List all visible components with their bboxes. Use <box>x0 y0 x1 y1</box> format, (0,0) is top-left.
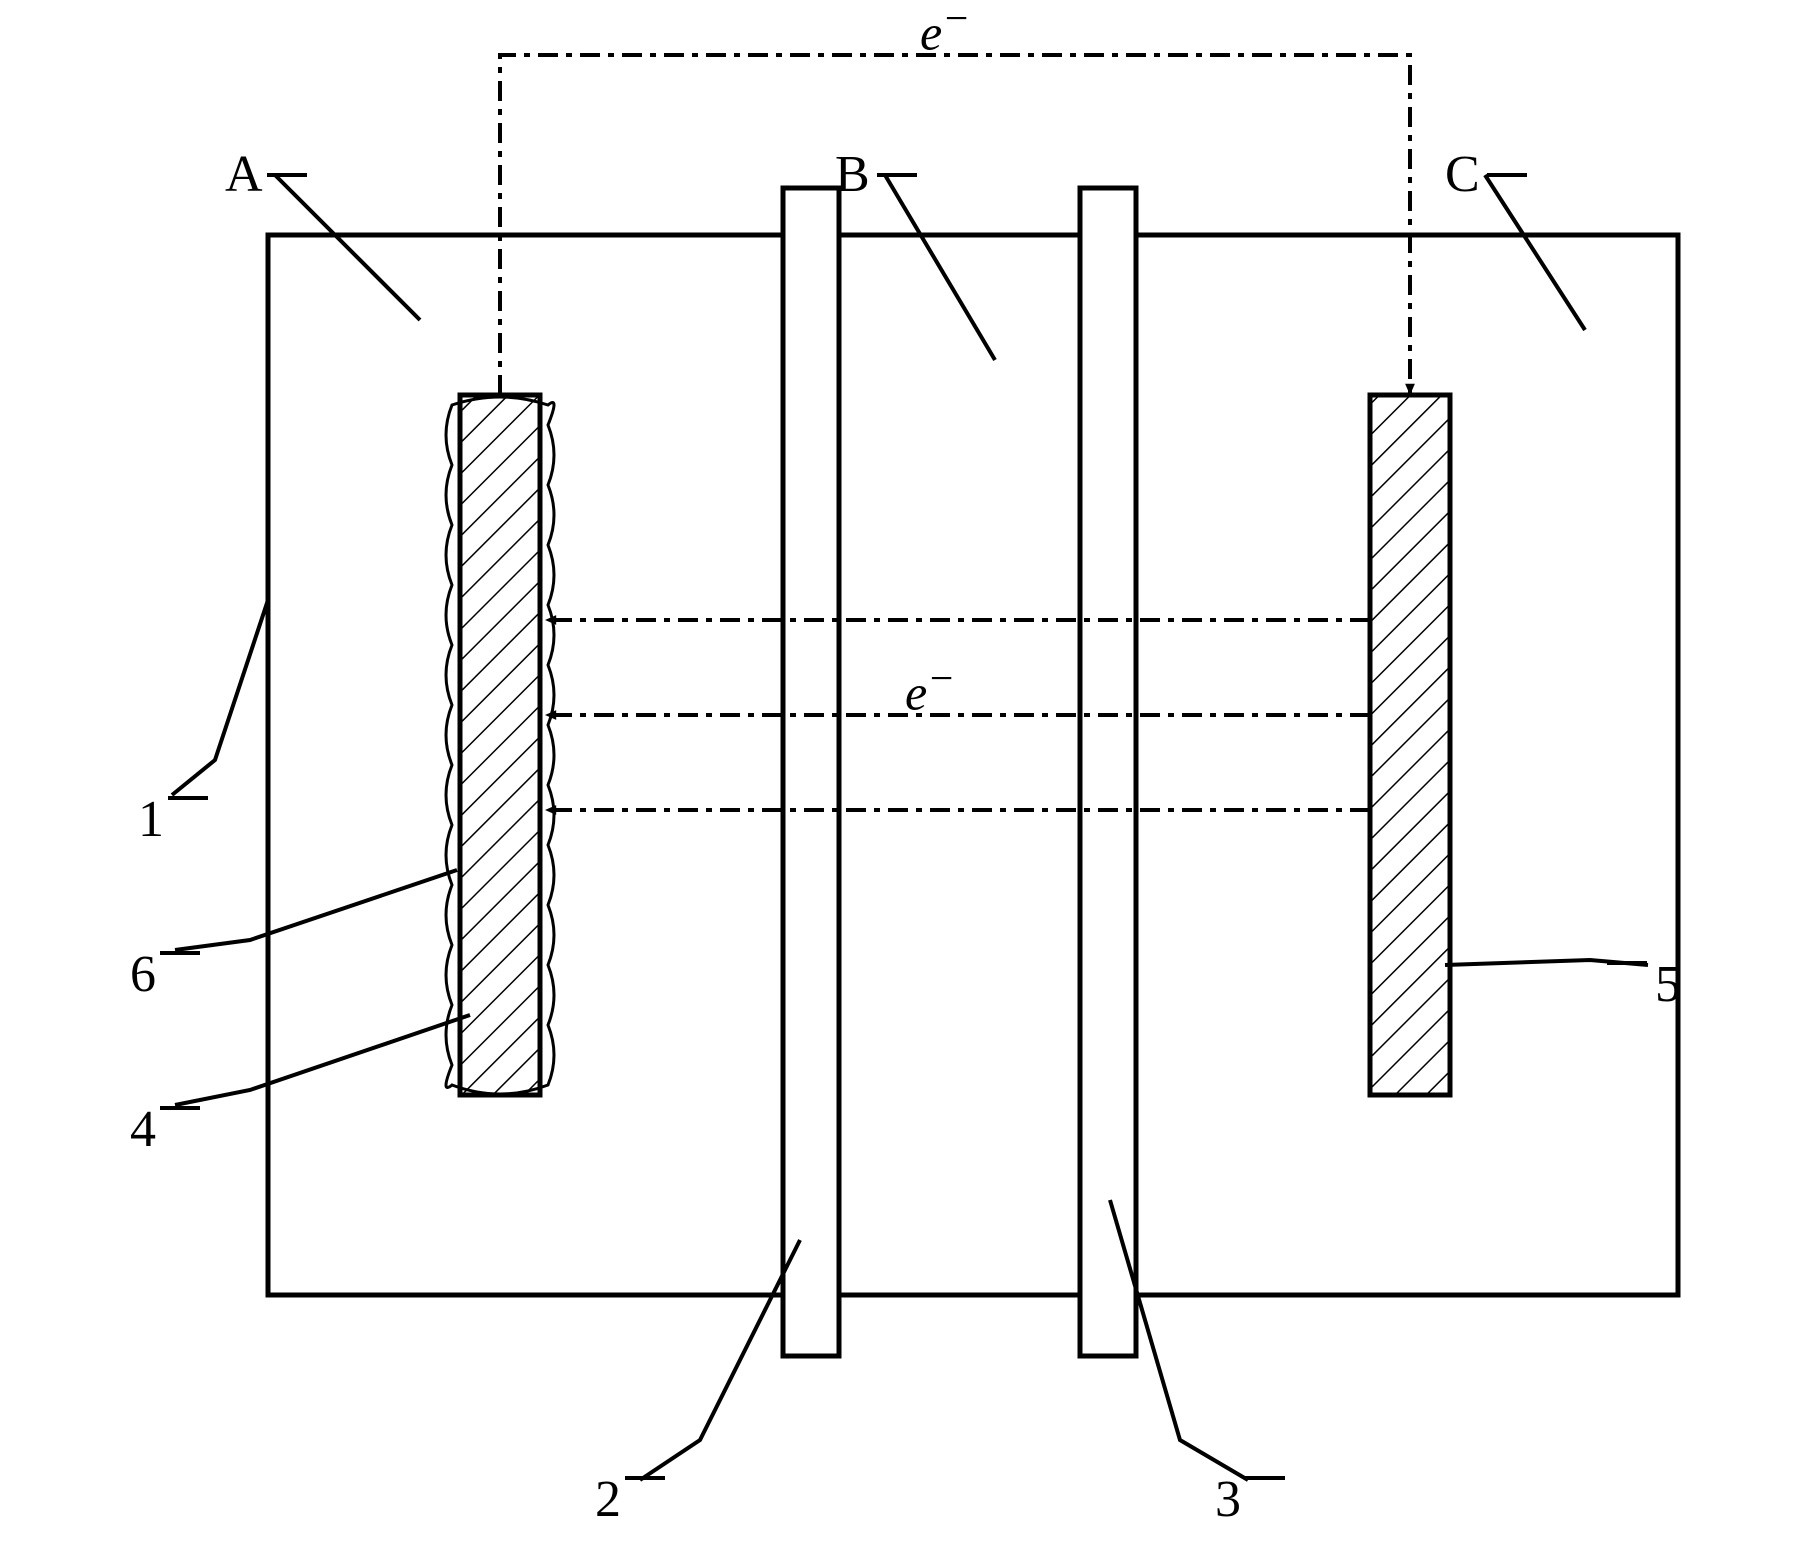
leader-6 <box>175 870 457 950</box>
label-B: B <box>835 145 870 204</box>
label-1: 1 <box>138 790 164 849</box>
electron-path-external <box>500 55 1410 395</box>
label-A: A <box>225 145 263 204</box>
label-5: 5 <box>1655 955 1681 1014</box>
separator-right <box>1080 188 1136 1356</box>
label-2: 2 <box>595 1470 621 1529</box>
leader-B <box>885 175 995 360</box>
label-electron-mid: e− <box>905 655 955 722</box>
electrode-right <box>1370 395 1450 1095</box>
leader-A <box>275 175 420 320</box>
label-3: 3 <box>1215 1470 1241 1529</box>
label-C: C <box>1445 145 1480 204</box>
separator-left <box>783 188 839 1356</box>
label-4: 4 <box>130 1100 156 1159</box>
leader-1 <box>172 600 268 795</box>
label-6: 6 <box>130 945 156 1004</box>
electrode-left <box>446 395 554 1095</box>
label-electron-top: e− <box>920 0 970 62</box>
leader-2 <box>640 1240 800 1480</box>
leader-4 <box>175 1015 470 1105</box>
leader-C <box>1485 175 1585 330</box>
